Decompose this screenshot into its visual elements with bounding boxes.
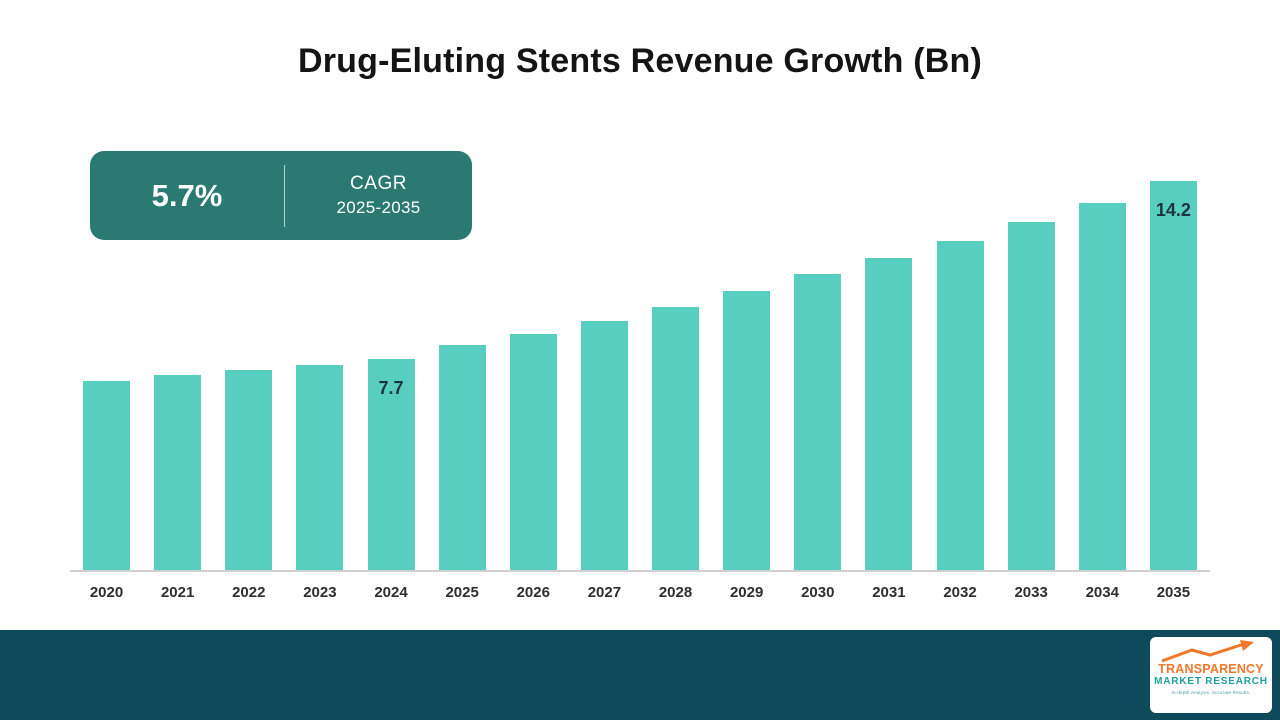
logo: TRANSPARENCY MARKET RESEARCH In-depth An… (1150, 637, 1272, 713)
x-axis-labels: 2020 2021 2022 2023 2024 2025 2026 2027 2028 2029… (70, 572, 1210, 601)
bar (794, 274, 842, 570)
bar-column: 7.7 (367, 170, 415, 570)
cagr-text-group: CAGR 2025-2035 (285, 173, 472, 218)
logo-brand-name: TRANSPARENCY (1158, 662, 1264, 676)
x-axis-label: 2035 (1156, 584, 1191, 601)
bar-column (580, 170, 628, 570)
bar (580, 321, 628, 570)
x-axis-label: 2028 (658, 584, 693, 601)
bar (438, 345, 486, 570)
bar (652, 307, 699, 570)
bar (225, 370, 273, 570)
bar-column (296, 170, 344, 570)
x-axis-label: 2022 (232, 584, 266, 601)
bar (154, 375, 202, 570)
x-axis-label: 2031 (872, 584, 906, 601)
x-axis-label: 2027 (587, 584, 622, 601)
bar-column (1007, 170, 1055, 570)
bar-column (225, 170, 273, 570)
x-axis-label: 2020 (89, 584, 124, 601)
bar (936, 241, 984, 570)
bar-value-label: 7.7 (378, 378, 404, 398)
badge-divider (284, 164, 285, 227)
bar-column (865, 170, 913, 570)
bar-column: 14.2 (1149, 170, 1197, 570)
cagr-badge: 5.7% CAGR 2025-2035 (90, 151, 472, 240)
x-axis-label: 2025 (445, 584, 479, 601)
bar-column (723, 170, 771, 570)
cagr-value: 5.7% (151, 177, 223, 213)
bar: 7.7 (367, 359, 415, 570)
x-axis-label: 2029 (729, 584, 764, 601)
bar-column (154, 170, 202, 570)
bar (865, 258, 913, 570)
bar (1078, 203, 1126, 570)
cagr-period: 2025-2035 (336, 198, 421, 217)
bar (296, 365, 344, 570)
bar-value-label: 14.2 (1155, 200, 1191, 220)
bar (1007, 222, 1055, 570)
chart-title: Drug-Eluting Stents Revenue Growth (Bn) (297, 42, 982, 80)
cagr-label: CAGR (350, 173, 407, 194)
x-axis-label: 2032 (943, 584, 977, 601)
bar-column (794, 170, 842, 570)
x-axis-label: 2034 (1085, 584, 1119, 601)
x-axis-label: 2030 (801, 584, 835, 601)
bars: 7.7 14.2 (70, 170, 1210, 570)
x-axis-label: 2033 (1014, 584, 1048, 601)
bar-column (438, 170, 486, 570)
logo-tagline: In-depth Analysis. Accurate Results. (1171, 690, 1251, 696)
logo-brand-sub: MARKET RESEARCH (1154, 676, 1268, 688)
x-axis-label: 2024 (374, 584, 408, 601)
x-axis-label: 2026 (516, 584, 550, 601)
bar-column (83, 170, 130, 570)
bar-column (936, 170, 984, 570)
bar (509, 334, 557, 570)
bar-chart: 7.7 14.2 2020 2021 2022 2023 2024 2025 2026 2027… (70, 170, 1210, 601)
footer-bar: TRANSPARENCY MARKET RESEARCH In-depth An… (0, 630, 1280, 720)
bar-column (652, 170, 699, 570)
bar-column (509, 170, 557, 570)
bar (723, 291, 771, 570)
bar (83, 381, 130, 570)
bar-column (1078, 170, 1126, 570)
x-axis-line (70, 570, 1210, 572)
bar: 14.2 (1149, 181, 1197, 570)
logo-trend-arrow-icon (1161, 640, 1254, 663)
x-axis-label: 2023 (303, 584, 337, 601)
x-axis-label: 2021 (160, 584, 195, 601)
